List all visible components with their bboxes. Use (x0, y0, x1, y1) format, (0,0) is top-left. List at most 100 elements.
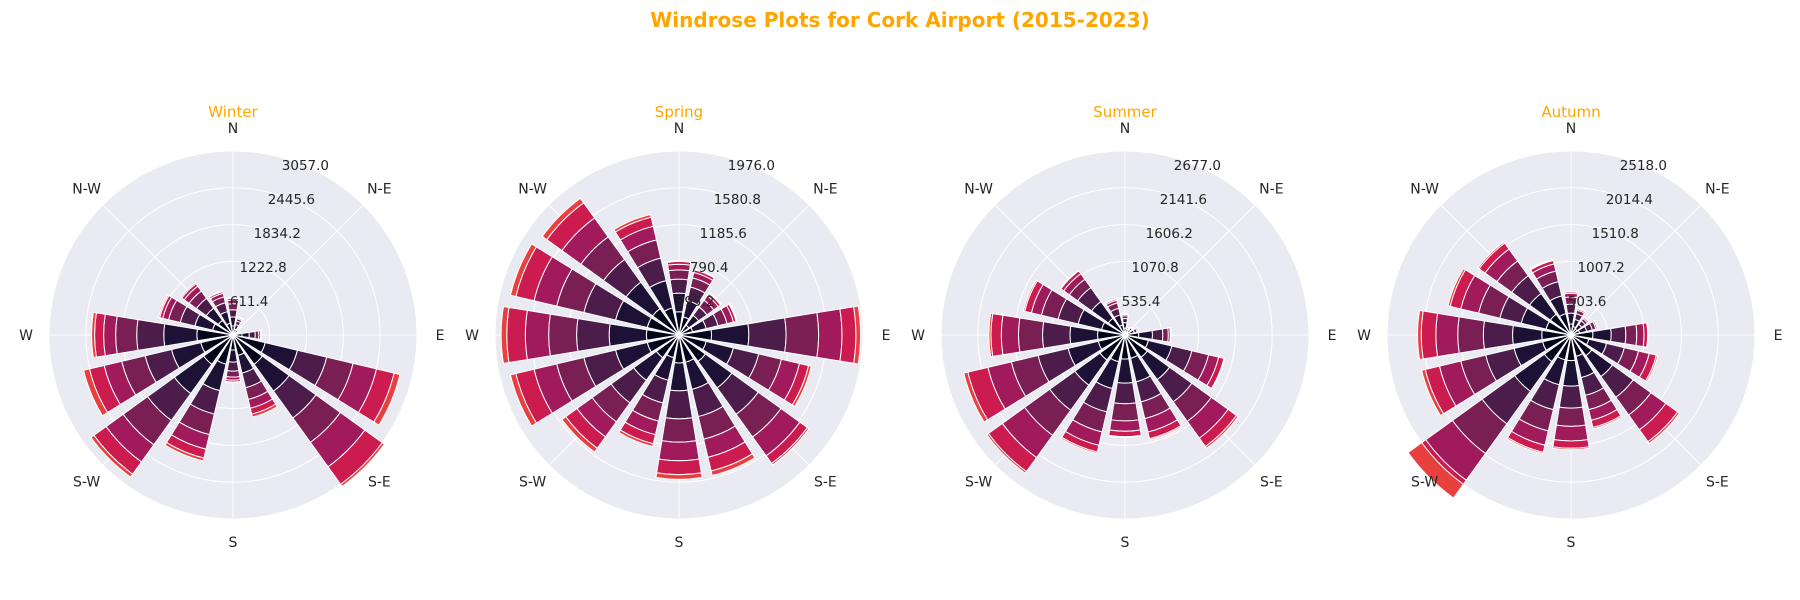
windrose-bar-segment (1169, 327, 1172, 343)
windrose-bar-segment (1506, 436, 1544, 455)
windrose-bar-segment (1060, 436, 1098, 455)
radial-tick-label: 611.4 (230, 294, 269, 310)
direction-label: N-W (72, 182, 101, 198)
radial-tick-label: 1606.2 (1146, 226, 1193, 242)
windrose-bar-segment (541, 197, 585, 241)
windrose-bar-segment (1022, 279, 1038, 312)
windrose-bars (83, 282, 401, 488)
windrose-bar-segment (208, 290, 224, 298)
radial-tick-label: 1222.8 (240, 260, 287, 276)
windrose-bar-segment (1635, 322, 1645, 348)
windrose-bar-segment (1421, 368, 1445, 417)
panel-title: Winter (208, 103, 258, 121)
windrose-bar-segment (988, 312, 994, 358)
windrose-bar-segment (103, 313, 118, 357)
windrose-bar-segment (990, 312, 1004, 358)
radial-tick-label: 3057.0 (282, 158, 329, 174)
windrose-bar-segment (228, 309, 238, 318)
windrose-bar-segment (708, 292, 722, 306)
direction-label: W (19, 328, 33, 344)
windrose-bar-segment (1644, 354, 1659, 383)
windrose-bar-segment (1108, 434, 1142, 438)
direction-label: E (1774, 328, 1783, 344)
direction-label: W (1357, 328, 1371, 344)
grid-spoke (1124, 204, 1256, 336)
direction-label: S (675, 535, 684, 551)
windrose-bar-segment (655, 472, 703, 480)
radial-tick-label: 1510.8 (1592, 226, 1639, 242)
windrose-bar-segment (339, 441, 386, 488)
radial-tick-label: 1834.2 (254, 226, 301, 242)
windrose-bar-segment (1121, 313, 1129, 316)
direction-label: S (229, 535, 238, 551)
windrose-bar-segment (236, 315, 244, 320)
windrose-bars (500, 197, 862, 480)
windrose-bar-segment (180, 282, 197, 299)
radial-tick-label: 535.4 (1122, 294, 1161, 310)
windrose-bar-segment (665, 389, 693, 420)
windrose-bar-segment (1552, 439, 1590, 449)
direction-label: N-W (964, 182, 993, 198)
windrose-bar-segment (1583, 315, 1591, 323)
windrose-bar-segment (1121, 318, 1129, 324)
windrose-bar-segment (693, 268, 716, 279)
windrose-bar-segment (1210, 357, 1226, 390)
windrose-bar-segment (1592, 415, 1623, 430)
windrose-bar-segment (228, 349, 238, 363)
direction-label: N (1120, 121, 1130, 137)
windrose-bar-segment (1104, 297, 1118, 305)
windrose-bar-segment (1407, 441, 1465, 499)
direction-label: S-E (814, 474, 837, 490)
windrose-bar-segment (1126, 326, 1131, 330)
windrose-summer: Summer 535.4 1070.8 1606.2 2141.6 2677.0 E N-E N… (911, 103, 1336, 551)
windrose-bar-segment (1417, 309, 1424, 361)
windrose-bar-segment (1529, 259, 1554, 271)
windrose-bar-segment (226, 361, 240, 372)
windrose-bar-segment (1553, 424, 1589, 442)
windrose-bar-segment (548, 313, 579, 357)
radial-tick-label: 2445.6 (268, 192, 315, 208)
windrose-bar-segment (1558, 384, 1584, 409)
windrose-bar-segment (164, 441, 205, 462)
windrose-bar-segment (1555, 406, 1587, 427)
direction-label: N (1566, 121, 1576, 137)
radial-tick-label: 1007.2 (1578, 260, 1625, 276)
radial-tick-label: 1185.6 (700, 226, 747, 242)
grid-spoke (232, 204, 364, 336)
direction-label: N-W (518, 182, 547, 198)
windrose-bar-segment (506, 306, 528, 364)
windrose-bar-segment (1646, 322, 1649, 348)
windrose-bar-segment (241, 331, 250, 339)
windrose-bar-segment (373, 372, 401, 426)
windrose-bar-segment (1647, 411, 1681, 445)
windrose-bar-segment (225, 370, 241, 378)
windrose-bar-segment (618, 429, 654, 448)
windrose-bar-segment (509, 243, 538, 298)
windrose-bar-segment (136, 319, 166, 351)
windrose-bar-segment (853, 305, 862, 365)
direction-label: S-W (519, 474, 546, 490)
windrose-bar-segment (224, 380, 242, 384)
windrose-bar-segment (1563, 291, 1579, 294)
windrose-bar-segment (963, 371, 989, 423)
windrose-bar-segment (658, 440, 700, 462)
windrose-bar-segment (791, 365, 812, 408)
windrose-bar-segment (1420, 310, 1439, 360)
direction-label: S-W (73, 474, 100, 490)
windrose-bar-segment (1148, 424, 1183, 441)
windrose-bar-segment (666, 260, 692, 263)
direction-label: S-W (965, 474, 992, 490)
windrose-bar-segment (90, 434, 134, 478)
radial-tick-label: 2677.0 (1174, 158, 1221, 174)
direction-label: S-E (368, 474, 391, 490)
windrose-bar-segment (524, 309, 551, 361)
direction-label: S-E (1260, 474, 1283, 490)
direction-label: N (228, 121, 238, 137)
windrose-bar-segment (1109, 419, 1141, 432)
windrose-bars (1407, 241, 1681, 499)
windrose-bar-segment (1457, 316, 1486, 354)
windrose-bar-segment (226, 297, 240, 300)
windrose-bar-segment (816, 308, 843, 362)
windrose-bar-segment (576, 318, 611, 352)
